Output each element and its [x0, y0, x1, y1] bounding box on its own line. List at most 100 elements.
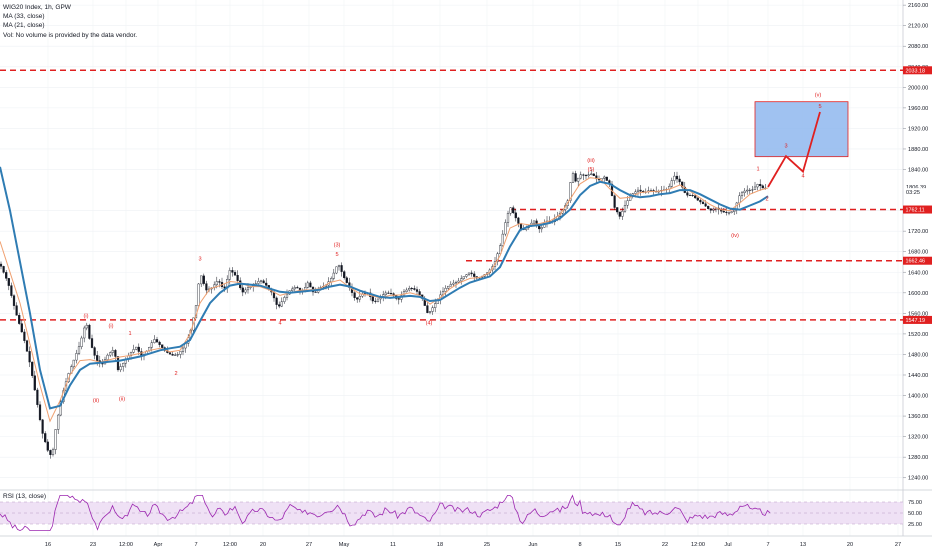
- rsi-level-label: 25.00: [908, 522, 922, 528]
- wave-label: (ii): [93, 398, 99, 404]
- wave-label: (3): [334, 243, 341, 249]
- candle-body: [96, 355, 99, 361]
- candle-body: [405, 289, 408, 292]
- candle-body: [675, 175, 679, 180]
- candle-body: [452, 282, 455, 285]
- candle-body: [54, 429, 57, 450]
- target-zone-box: [754, 101, 849, 158]
- wave-label: (i): [84, 313, 89, 319]
- wave-label: (v): [815, 93, 822, 99]
- candle-body: [413, 288, 416, 290]
- candle-body: [197, 283, 200, 306]
- candle-body: [246, 287, 250, 291]
- level-tag-bg: [903, 256, 932, 265]
- x-tick-label: Jun: [528, 542, 537, 548]
- level-tag-label: 1547.19: [906, 318, 926, 324]
- candle-body: [265, 282, 268, 286]
- candle-body: [746, 189, 749, 192]
- candle-body: [408, 288, 411, 291]
- candle-body: [499, 245, 502, 254]
- candle-body: [579, 174, 582, 179]
- candle-body: [387, 292, 390, 294]
- candle-body: [241, 287, 244, 293]
- candle-body: [686, 192, 689, 196]
- level-tag-bg: [903, 315, 932, 324]
- level-tag-label: 2033.18: [906, 68, 926, 74]
- candle-body: [10, 285, 13, 296]
- candle-body: [88, 324, 91, 339]
- candle-body: [712, 208, 715, 211]
- candle-body: [397, 298, 400, 300]
- price-tag-label: 03:25: [906, 190, 920, 196]
- y-tick-label: 1680.00: [908, 250, 928, 256]
- x-tick-label: 8: [578, 542, 581, 548]
- x-tick-label: 7: [766, 542, 769, 548]
- candle-body: [428, 311, 432, 313]
- candle-body: [623, 205, 627, 212]
- candle-body: [28, 351, 31, 363]
- candle-body: [504, 222, 507, 235]
- candle-body: [2, 266, 5, 273]
- candle-body: [501, 233, 504, 246]
- x-tick-label: 18: [437, 542, 443, 548]
- rsi-line: [0, 494, 771, 532]
- candle-body: [470, 272, 473, 275]
- candle-body: [431, 307, 434, 312]
- candle-body: [473, 273, 476, 277]
- candle-body: [153, 339, 156, 343]
- candle-body: [218, 281, 221, 283]
- candle-body: [150, 342, 153, 348]
- x-tick-label: 12:00: [223, 542, 237, 548]
- candle-body: [137, 346, 140, 352]
- candle-body: [291, 288, 294, 291]
- y-tick-label: 1440.00: [908, 373, 928, 379]
- candle-body: [740, 192, 744, 197]
- candle-body: [46, 441, 49, 451]
- candle-body: [444, 287, 447, 292]
- candle-body: [77, 346, 81, 354]
- candle-body: [678, 178, 681, 183]
- candle-body: [330, 278, 333, 282]
- current-price-tag: 1806.39: [904, 182, 932, 191]
- y-tick-label: 1600.00: [908, 291, 928, 297]
- candle-body: [33, 375, 36, 391]
- candle-body: [171, 354, 174, 356]
- candle-body: [590, 173, 593, 175]
- x-tick-label: 23: [90, 542, 96, 548]
- candle-body: [20, 323, 23, 333]
- candle-body: [106, 354, 109, 360]
- candle-body: [309, 282, 312, 288]
- candle-body: [236, 275, 239, 281]
- candle-body: [415, 289, 419, 292]
- candle-body: [722, 210, 725, 213]
- wave-label: (5): [588, 167, 595, 173]
- candle-body: [374, 300, 377, 302]
- candle-body: [109, 352, 112, 356]
- candle-body: [376, 298, 380, 302]
- y-tick-label: 1920.00: [908, 126, 928, 132]
- wave-label: 1: [756, 167, 759, 173]
- y-tick-label: 1560.00: [908, 311, 928, 317]
- candle-body: [168, 352, 172, 355]
- y-tick-label: 2000.00: [908, 85, 928, 91]
- candle-body: [467, 272, 471, 275]
- x-tick-label: 11: [390, 542, 396, 548]
- candle-body: [649, 190, 653, 192]
- candle-body: [244, 289, 247, 293]
- candle-body: [25, 340, 29, 352]
- candle-body: [36, 389, 39, 405]
- candle-body: [730, 211, 733, 213]
- candle-body: [691, 194, 694, 196]
- chart-legend: WIG20 Index, 1h, GPW MA (33, close) MA (…: [3, 3, 137, 40]
- candle-body: [57, 414, 60, 430]
- candle-body: [111, 350, 114, 353]
- y-tick-label: 1880.00: [908, 147, 928, 153]
- candle-body: [278, 304, 281, 307]
- candle-body: [296, 287, 299, 289]
- candle-body: [748, 189, 751, 191]
- wave-label: 3: [198, 256, 201, 262]
- price-tag-bg: [904, 182, 932, 191]
- candle-body: [699, 199, 702, 203]
- x-tick-label: 13: [800, 542, 806, 548]
